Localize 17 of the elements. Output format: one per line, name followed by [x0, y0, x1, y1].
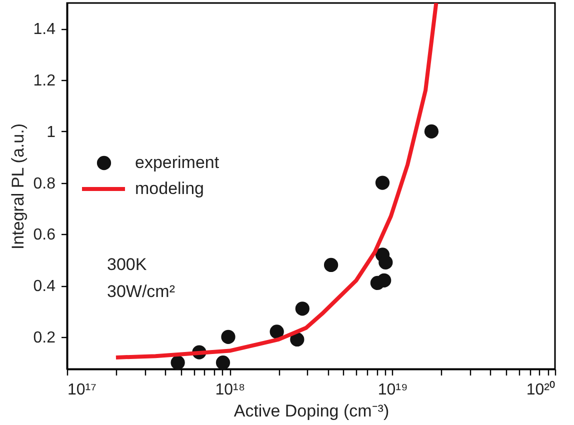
x-tick-label: 10²⁰ [526, 380, 556, 398]
y-tick-label: 1.2 [33, 72, 56, 90]
x-tick-label: 10¹⁷ [68, 382, 97, 398]
y-tick-label: 0.4 [33, 278, 56, 296]
legend-label: experiment [135, 153, 220, 172]
y-tick-label: 1.4 [33, 21, 56, 38]
y-tick-label: 0.2 [33, 329, 56, 346]
legend-label: modeling [135, 179, 204, 198]
annotation: 30W/cm² [107, 282, 176, 301]
annotation: 300K [107, 255, 148, 274]
y-tick-label: 0.8 [33, 175, 56, 192]
y-tick-label: 1 [46, 124, 56, 141]
x-axis-title: Active Doping (cm⁻³) [234, 402, 390, 420]
x-tick-label: 10¹⁸ [215, 382, 246, 398]
y-axis-title: Integral PL (a.u.) [8, 124, 28, 250]
x-tick-label: 10¹⁹ [378, 382, 408, 398]
y-tick-label: 0.6 [33, 226, 56, 244]
